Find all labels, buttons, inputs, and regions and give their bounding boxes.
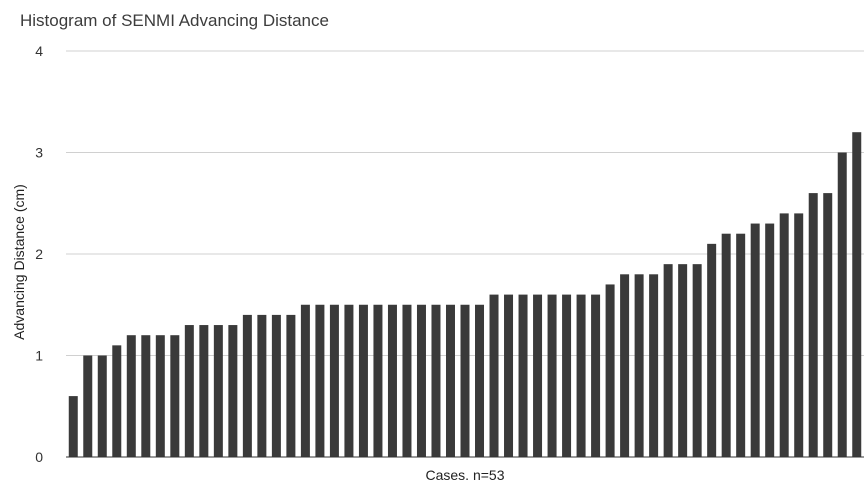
- bar-51: [794, 213, 804, 457]
- bar-41: [649, 274, 659, 457]
- bar-9: [184, 325, 194, 457]
- y-tick-label: 2: [35, 246, 43, 262]
- bars: [68, 132, 862, 457]
- bar-20: [344, 304, 354, 457]
- bar-43: [678, 264, 688, 457]
- bar-37: [591, 294, 601, 457]
- bar-4: [112, 345, 122, 457]
- bar-54: [837, 152, 847, 457]
- y-tick-labels: 0 1 2 3 4: [35, 43, 43, 465]
- bar-29: [475, 304, 485, 457]
- bar-2: [83, 355, 93, 457]
- y-tick-label: 4: [35, 43, 43, 59]
- bar-27: [445, 304, 455, 457]
- bar-36: [576, 294, 586, 457]
- bar-46: [721, 233, 731, 457]
- bar-18: [315, 304, 325, 457]
- y-tick-label: 0: [35, 449, 43, 465]
- bar-19: [329, 304, 339, 457]
- bar-32: [518, 294, 528, 457]
- bar-14: [257, 314, 267, 457]
- bar-42: [663, 264, 673, 457]
- x-axis-label: Cases. n=53: [426, 467, 505, 483]
- bar-33: [533, 294, 543, 457]
- bar-50: [779, 213, 789, 457]
- bar-8: [170, 335, 180, 457]
- y-tick-label: 3: [35, 145, 43, 161]
- bar-47: [736, 233, 746, 457]
- bar-24: [402, 304, 412, 457]
- bar-1: [68, 396, 78, 457]
- bar-3: [97, 355, 107, 457]
- bar-30: [489, 294, 499, 457]
- bar-5: [126, 335, 136, 457]
- y-axis-label: Advancing Distance (cm): [11, 184, 27, 340]
- bar-40: [634, 274, 644, 457]
- bar-31: [504, 294, 514, 457]
- bar-15: [271, 314, 281, 457]
- y-tick-label: 1: [35, 348, 43, 364]
- bar-39: [620, 274, 630, 457]
- bar-34: [547, 294, 557, 457]
- bar-23: [387, 304, 397, 457]
- bar-17: [300, 304, 310, 457]
- bar-45: [707, 243, 717, 457]
- bar-53: [823, 193, 833, 457]
- bar-26: [431, 304, 441, 457]
- bar-13: [242, 314, 252, 457]
- bar-22: [373, 304, 383, 457]
- bar-11: [213, 325, 223, 457]
- chart-title: Histogram of SENMI Advancing Distance: [20, 11, 329, 30]
- bar-12: [228, 325, 238, 457]
- bar-25: [416, 304, 426, 457]
- bar-48: [750, 223, 760, 457]
- bar-55: [852, 132, 862, 457]
- bar-35: [562, 294, 572, 457]
- bar-7: [155, 335, 165, 457]
- bar-10: [199, 325, 209, 457]
- bar-16: [286, 314, 296, 457]
- bar-52: [808, 193, 818, 457]
- bar-49: [765, 223, 775, 457]
- bar-6: [141, 335, 151, 457]
- bar-44: [692, 264, 702, 457]
- bar-28: [460, 304, 470, 457]
- bar-38: [605, 284, 615, 457]
- bar-21: [358, 304, 368, 457]
